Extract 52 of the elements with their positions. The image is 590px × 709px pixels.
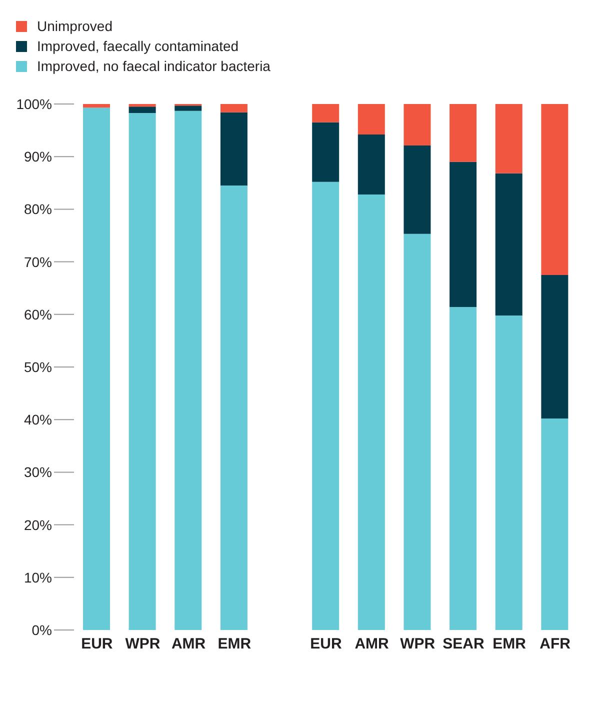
bar [450, 162, 477, 308]
y-tick-label: 90% [24, 148, 52, 165]
bar [541, 418, 568, 630]
y-tick-label: 40% [24, 412, 52, 428]
bar [128, 112, 156, 630]
x-tick-label: WPR [400, 636, 436, 653]
bar [495, 173, 522, 316]
bar [404, 234, 431, 630]
x-tick-label: SEAR [442, 636, 484, 653]
bar [128, 106, 156, 113]
y-tick-label: 30% [24, 464, 52, 480]
y-tick-label: 70% [24, 254, 52, 270]
bar [495, 315, 522, 630]
bar [312, 122, 340, 182]
bar [83, 108, 110, 630]
x-tick-label: AMR [171, 636, 206, 653]
bar [495, 104, 522, 174]
bar [450, 307, 477, 630]
bar [174, 110, 202, 630]
y-tick-label: 60% [24, 306, 52, 322]
x-tick-label: EMR [492, 636, 526, 653]
legend-label: Improved, faecally contaminated [37, 38, 239, 54]
bar [128, 104, 156, 107]
y-tick-label: 50% [24, 358, 52, 375]
bar [220, 186, 248, 630]
x-tick-label: WPR [125, 636, 160, 653]
bar [83, 104, 110, 108]
legend-label: Improved, no faecal indicator bacteria [37, 58, 270, 74]
bar [312, 182, 340, 630]
x-tick-label: AFR [540, 636, 571, 653]
bar [358, 194, 385, 630]
y-tick-label: 0% [32, 622, 52, 638]
bar [220, 104, 248, 112]
y-tick-label: 20% [24, 516, 52, 533]
x-tick-label: EUR [81, 636, 113, 653]
bar [404, 146, 431, 234]
bar [404, 104, 431, 146]
legend-label: Unimproved [37, 18, 112, 34]
bar [450, 104, 477, 162]
y-tick-label: 10% [24, 569, 52, 586]
bar [358, 134, 385, 194]
bar [358, 104, 385, 135]
x-tick-label: AMR [354, 636, 390, 653]
y-tick-label: 80% [24, 201, 52, 218]
y-tick-label: 100% [16, 96, 52, 112]
bar [220, 112, 248, 186]
x-tick-label: EUR [310, 636, 342, 653]
bar [174, 106, 202, 111]
bar [312, 104, 340, 122]
bar [541, 104, 568, 275]
bar [541, 274, 568, 419]
x-tick-label: EMR [218, 636, 252, 653]
